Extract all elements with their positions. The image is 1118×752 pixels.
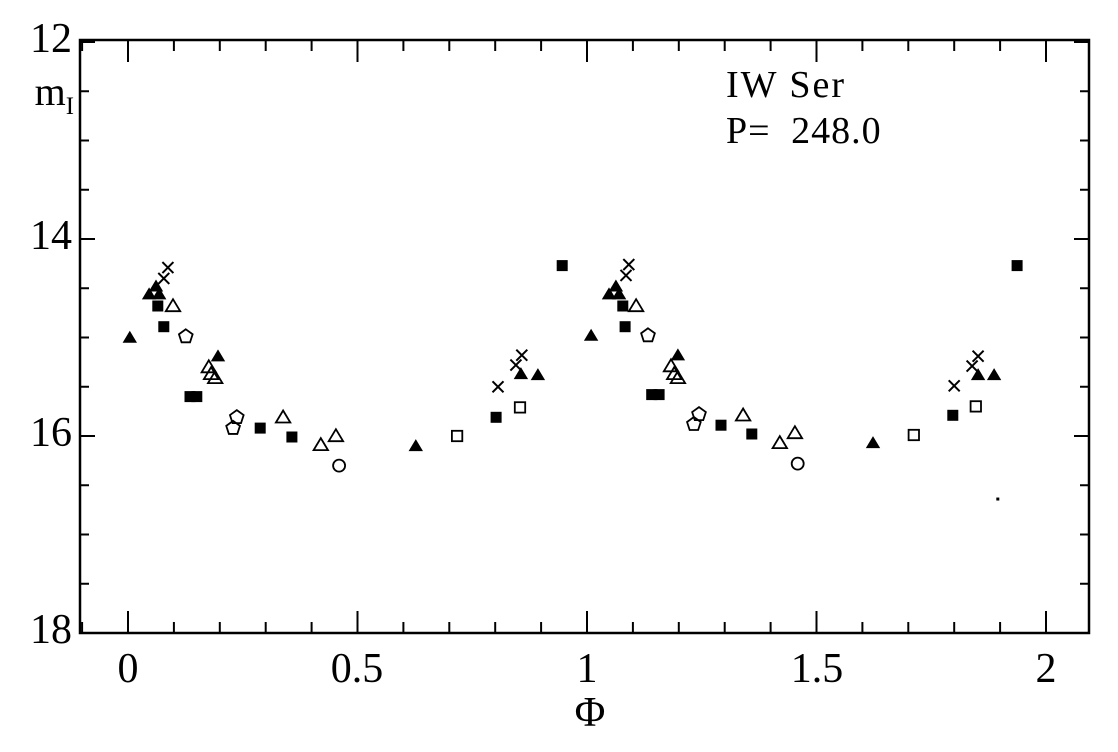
marker-filled-square [617, 300, 629, 312]
marker-open-triangle [734, 406, 752, 422]
marker-filled-square [490, 411, 502, 423]
marker-filled-square [556, 260, 568, 272]
marker-filled-square [191, 391, 203, 403]
marker-filled-triangle [122, 330, 137, 343]
marker-filled-square [619, 321, 631, 333]
marker-filled-square [1011, 260, 1023, 272]
marker-open-square [513, 401, 527, 414]
x-tick-label-0: 0 [117, 646, 139, 692]
marker-open-triangle [786, 424, 804, 440]
marker-filled-triangle [670, 348, 686, 361]
marker-filled-triangle [408, 439, 423, 452]
marker-filled-square [254, 422, 266, 434]
marker-open-square [907, 428, 920, 442]
marker-filled-triangle [513, 367, 529, 380]
marker-open-triangle [669, 369, 687, 384]
marker-filled-triangle [210, 349, 226, 362]
marker-cross [622, 258, 636, 271]
marker-open-triangle [665, 365, 683, 380]
marker-cross [157, 272, 171, 285]
marker-filled-square [646, 389, 658, 401]
marker-filled-triangle [865, 436, 881, 449]
marker-filled-square [286, 431, 298, 443]
marker-open-circle [332, 458, 347, 473]
x-tick-label-2: 2 [1035, 646, 1057, 692]
marker-open-triangle [164, 297, 182, 313]
marker-filled-square [947, 409, 959, 421]
marker-filled-square [158, 321, 170, 333]
marker-open-pentagon [177, 328, 194, 344]
y-axis-label-subscript: I [65, 93, 74, 120]
x-tick-label-0_5: 0.5 [330, 646, 384, 692]
marker-open-square [969, 400, 982, 413]
marker-open-triangle [312, 436, 330, 451]
marker-filled-square [715, 419, 727, 431]
y-axis-label: mI [0, 72, 74, 120]
marker-open-triangle [771, 434, 789, 449]
marker-open-circle [790, 456, 805, 471]
marker-open-triangle [274, 408, 292, 424]
marker-filled-triangle [611, 287, 627, 300]
plot-border [78, 38, 1091, 635]
y-tick-label-12: 12 [30, 16, 72, 62]
x-tick-label-1: 1 [576, 646, 598, 692]
marker-cross [947, 379, 961, 393]
marker-filled-triangle [583, 328, 599, 341]
y-tick-label-18: 18 [30, 607, 72, 653]
marker-cross [509, 358, 523, 372]
marker-open-triangle [327, 427, 345, 443]
marker-open-pentagon [640, 327, 656, 343]
y-tick-label-16: 16 [30, 410, 72, 456]
marker-filled-square [184, 391, 196, 403]
scan-speck [996, 497, 1000, 501]
marker-cross [491, 380, 505, 394]
marker-cross [619, 269, 633, 282]
marker-open-pentagon [228, 408, 245, 425]
marker-open-triangle [206, 369, 224, 384]
marker-cross [965, 359, 979, 373]
x-tick-label-1_5: 1.5 [790, 646, 844, 692]
y-tick-label-14: 14 [30, 213, 72, 259]
marker-cross [971, 349, 985, 363]
marker-open-pentagon [691, 405, 707, 422]
marker-filled-square [653, 389, 665, 401]
marker-cross [161, 261, 175, 274]
marker-cross [515, 348, 529, 362]
y-axis-label-base: m [34, 69, 66, 114]
marker-open-pentagon [685, 415, 702, 431]
marker-open-square [451, 429, 464, 443]
marker-filled-triangle [152, 287, 167, 300]
marker-filled-triangle [530, 368, 546, 381]
marker-filled-triangle [141, 287, 157, 300]
marker-open-triangle [627, 297, 645, 313]
marker-filled-triangle [986, 368, 1002, 381]
x-axis-label: Φ [574, 690, 606, 736]
marker-filled-square [746, 428, 758, 440]
marker-filled-triangle [601, 287, 617, 300]
marker-filled-triangle [970, 368, 986, 381]
star-name-annotation: IW Ser [726, 64, 846, 106]
period-annotation: P= 248.0 [726, 110, 882, 152]
marker-open-pentagon [225, 419, 242, 435]
marker-filled-square [152, 300, 164, 312]
